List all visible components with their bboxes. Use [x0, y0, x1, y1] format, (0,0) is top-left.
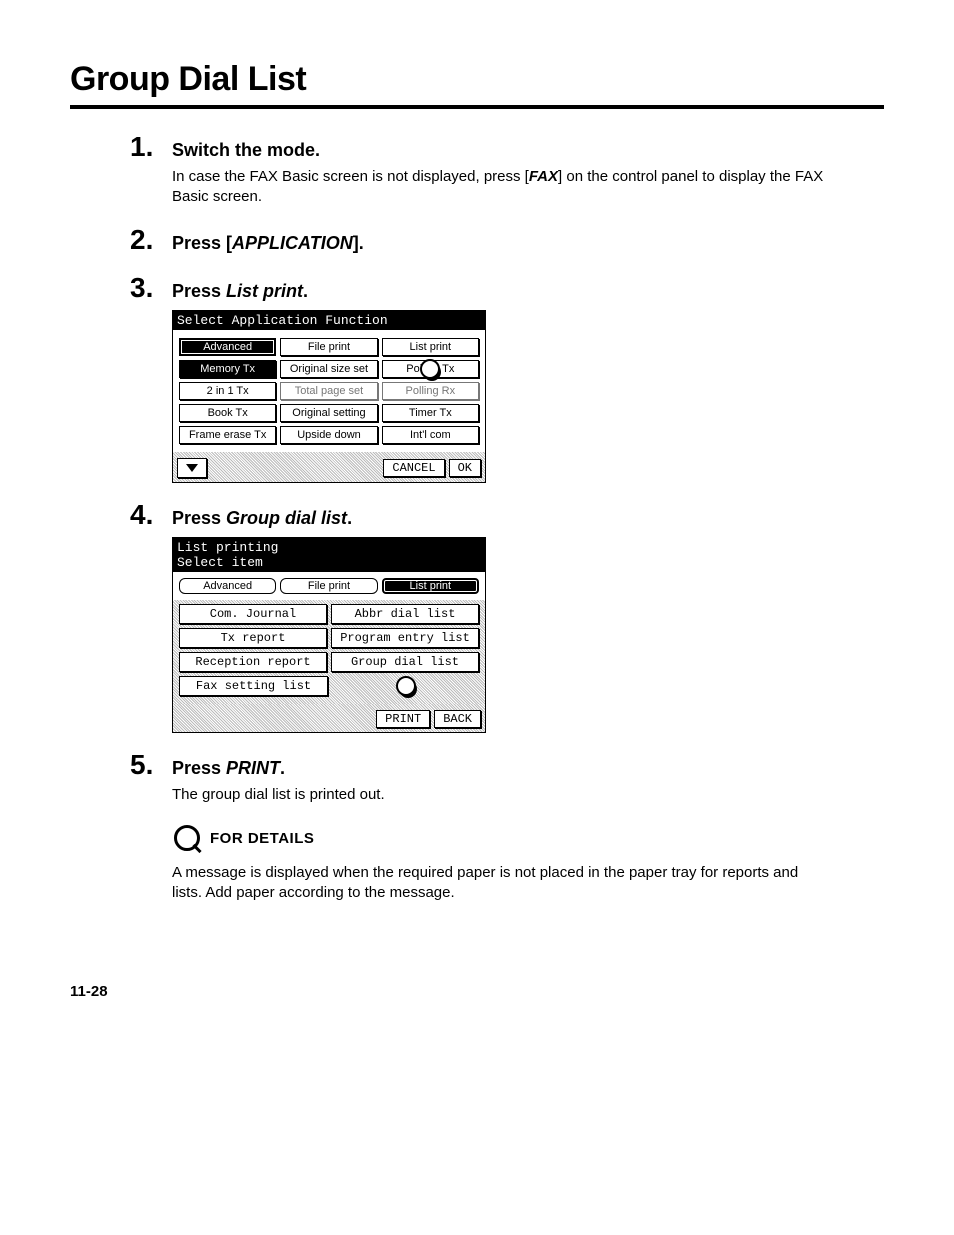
tab-file-print[interactable]: File print	[280, 578, 377, 594]
upside-down-button[interactable]: Upside down	[280, 426, 377, 444]
step-body: In case the FAX Basic screen is not disp…	[172, 167, 832, 208]
step-title: Press Group dial list.	[172, 508, 352, 529]
step-number: 5.	[130, 749, 172, 781]
2in1-tx-button[interactable]: 2 in 1 Tx	[179, 382, 276, 400]
for-details-label: FOR DETAILS	[210, 830, 314, 847]
down-arrow-icon[interactable]	[177, 458, 207, 478]
step-4: 4. Press Group dial list. List printingS…	[130, 499, 884, 733]
back-button[interactable]: BACK	[434, 710, 481, 728]
for-details-text: A message is displayed when the required…	[172, 863, 832, 904]
original-size-set-button[interactable]: Original size set	[280, 360, 377, 378]
tx-report-button[interactable]: Tx report	[179, 628, 327, 648]
program-entry-list-button[interactable]: Program entry list	[331, 628, 479, 648]
step-2: 2. Press [APPLICATION].	[130, 224, 884, 256]
memory-tx-button[interactable]: Memory Tx	[179, 360, 276, 378]
reception-report-button[interactable]: Reception report	[179, 652, 327, 672]
cancel-button[interactable]: CANCEL	[383, 459, 444, 477]
tab-list-print[interactable]: List print	[382, 578, 479, 594]
list-print-button[interactable]: List print	[382, 338, 479, 356]
step-number: 4.	[130, 499, 172, 531]
step-title: Press PRINT.	[172, 758, 285, 779]
title-rule	[70, 105, 884, 109]
book-tx-button[interactable]: Book Tx	[179, 404, 276, 422]
step-number: 1.	[130, 131, 172, 163]
print-button[interactable]: PRINT	[376, 710, 430, 728]
polling-rx-button[interactable]: Polling Rx	[382, 382, 479, 400]
abbr-dial-list-button[interactable]: Abbr dial list	[331, 604, 479, 624]
step-number: 2.	[130, 224, 172, 256]
original-setting-button[interactable]: Original setting	[280, 404, 377, 422]
step-number: 3.	[130, 272, 172, 304]
file-print-button[interactable]: File print	[280, 338, 377, 356]
step-title: Switch the mode.	[172, 140, 320, 161]
polling-tx-button[interactable]: Polling Tx	[382, 360, 479, 378]
group-dial-list-button[interactable]: Group dial list	[331, 652, 479, 672]
step-1: 1. Switch the mode. In case the FAX Basi…	[130, 131, 884, 208]
touch-icon	[332, 676, 479, 696]
step-5: 5. Press PRINT. The group dial list is p…	[130, 749, 884, 904]
magnifier-icon	[172, 823, 204, 855]
screenshot-list-printing: List printingSelect item Advanced File p…	[172, 537, 486, 733]
advanced-button[interactable]: Advanced	[179, 338, 276, 356]
for-details-callout: FOR DETAILS	[172, 823, 884, 855]
screenshot-application-function: Select Application Function Advanced Fil…	[172, 310, 486, 483]
frame-erase-tx-button[interactable]: Frame erase Tx	[179, 426, 276, 444]
page-number: 11-28	[70, 983, 884, 1000]
screen-header: Select Application Function	[173, 311, 485, 330]
timer-tx-button[interactable]: Timer Tx	[382, 404, 479, 422]
step-title: Press List print.	[172, 281, 308, 302]
step-title: Press [APPLICATION].	[172, 233, 364, 254]
screen-header: List printingSelect item	[173, 538, 485, 572]
total-page-set-button[interactable]: Total page set	[280, 382, 377, 400]
step-3: 3. Press List print. Select Application …	[130, 272, 884, 483]
ok-button[interactable]: OK	[449, 459, 481, 477]
tab-advanced[interactable]: Advanced	[179, 578, 276, 594]
step-body: The group dial list is printed out.	[172, 785, 832, 805]
fax-setting-list-button[interactable]: Fax setting list	[179, 676, 328, 696]
com-journal-button[interactable]: Com. Journal	[179, 604, 327, 624]
page-title: Group Dial List	[70, 60, 884, 99]
intl-com-button[interactable]: Int'l com	[382, 426, 479, 444]
